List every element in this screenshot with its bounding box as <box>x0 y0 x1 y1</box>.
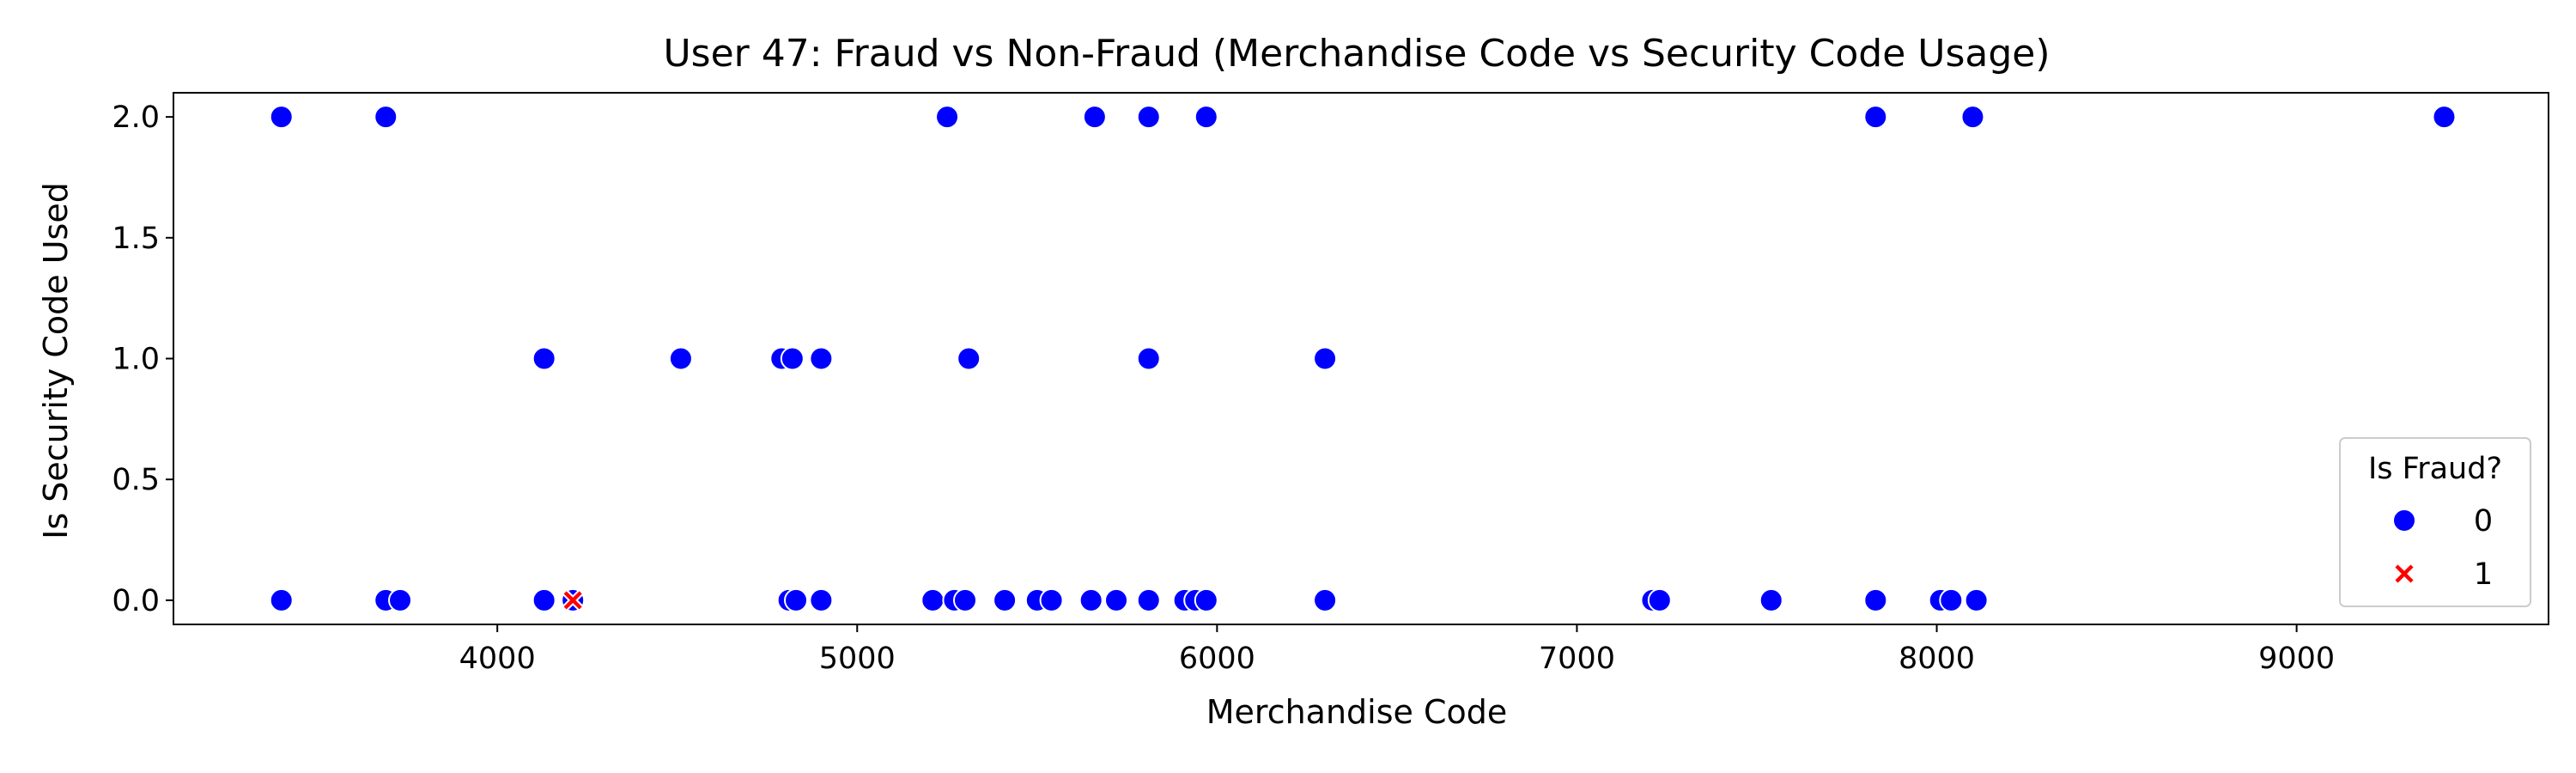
non-fraud-point <box>374 105 398 130</box>
non-fraud-point <box>1960 105 1985 130</box>
non-fraud-point <box>1759 587 1783 612</box>
x-tick-label: 8000 <box>1899 642 1975 676</box>
y-tick-label: 1.5 <box>112 222 160 256</box>
legend-label: 0 <box>2474 504 2493 539</box>
x-tick-label: 9000 <box>2258 642 2335 676</box>
legend: Is Fraud? 0 1 <box>2339 437 2531 607</box>
y-tick-label: 0.0 <box>112 584 160 618</box>
legend-label: 1 <box>2474 557 2493 592</box>
chart-title: User 47: Fraud vs Non-Fraud (Merchandise… <box>663 32 2050 76</box>
x-tick-label: 6000 <box>1179 642 1255 676</box>
non-fraud-point <box>953 587 977 612</box>
non-fraud-point <box>1039 587 1064 612</box>
non-fraud-point <box>532 587 556 612</box>
non-fraud-point <box>1194 105 1218 130</box>
legend-title: Is Fraud? <box>2368 452 2502 486</box>
x-tick-label: 7000 <box>1539 642 1615 676</box>
non-fraud-point <box>1863 105 1888 130</box>
y-tick-label: 2.0 <box>112 100 160 135</box>
y-axis-label: Is Security Code Used <box>37 182 75 539</box>
legend-marker-non-fraud <box>2392 508 2416 533</box>
non-fraud-point <box>935 105 960 130</box>
legend-marker-fraud <box>2392 562 2416 586</box>
non-fraud-point <box>668 346 693 371</box>
axes-frame <box>173 92 2549 625</box>
non-fraud-point <box>1082 105 1107 130</box>
non-fraud-point <box>1136 105 1161 130</box>
non-fraud-point <box>780 346 805 371</box>
non-fraud-point <box>1939 587 1964 612</box>
legend-box <box>2339 437 2531 607</box>
y-tick-label: 0.5 <box>112 463 160 497</box>
non-fraud-point <box>1136 587 1161 612</box>
non-fraud-point <box>532 346 556 371</box>
non-fraud-point <box>269 105 294 130</box>
non-fraud-point <box>1313 587 1338 612</box>
x-axis-label: Merchandise Code <box>1206 693 1508 731</box>
non-fraud-point <box>2432 105 2457 130</box>
plot-area: 4000 5000 6000 7000 8000 9000 0.0 0.5 1.0 1.5 2.0 <box>112 92 2549 676</box>
non-fraud-point <box>1078 587 1103 612</box>
x-tick-label: 4000 <box>459 642 536 676</box>
non-fraud-point <box>784 587 809 612</box>
non-fraud-point <box>1647 587 1672 612</box>
y-tick-label: 1.0 <box>112 343 160 377</box>
non-fraud-point <box>1964 587 1989 612</box>
non-fraud-point <box>1104 587 1129 612</box>
non-fraud-point <box>1313 346 1338 371</box>
non-fraud-point <box>809 346 834 371</box>
non-fraud-point <box>1194 587 1218 612</box>
non-fraud-point <box>1863 587 1888 612</box>
non-fraud-point <box>269 587 294 612</box>
non-fraud-point <box>1136 346 1161 371</box>
non-fraud-point <box>388 587 413 612</box>
non-fraud-point <box>809 587 834 612</box>
non-fraud-point <box>993 587 1018 612</box>
x-tick-label: 5000 <box>819 642 896 676</box>
non-fraud-point <box>920 587 945 612</box>
non-fraud-point <box>957 346 981 371</box>
fraud-point <box>561 588 585 612</box>
